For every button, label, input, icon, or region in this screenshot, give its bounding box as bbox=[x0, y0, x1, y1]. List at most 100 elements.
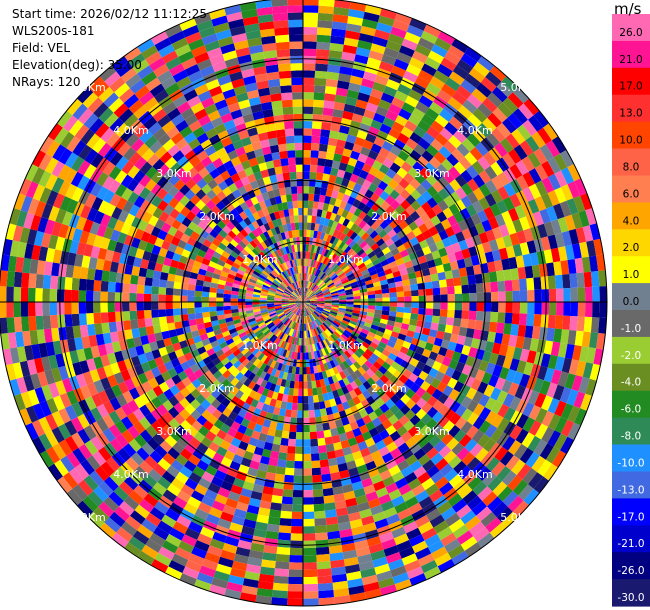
range-gate-cell bbox=[477, 532, 495, 548]
range-gate-cell bbox=[202, 356, 212, 366]
range-gate-cell bbox=[256, 80, 269, 90]
range-gate-cell bbox=[303, 302, 309, 307]
range-gate-cell bbox=[449, 333, 459, 344]
range-gate-cell bbox=[316, 553, 331, 563]
range-gate-cell bbox=[246, 331, 255, 338]
range-gate-cell bbox=[394, 501, 409, 514]
range-gate-cell bbox=[150, 366, 162, 378]
range-gate-cell bbox=[322, 392, 330, 402]
range-gate-cell bbox=[279, 445, 288, 454]
range-gate-cell bbox=[342, 368, 351, 378]
range-gate-cell bbox=[296, 281, 300, 289]
range-gate-cell bbox=[472, 200, 484, 214]
range-gate-cell bbox=[286, 268, 292, 277]
range-gate-cell bbox=[385, 272, 394, 280]
range-gate-cell bbox=[169, 384, 180, 396]
range-gate-cell bbox=[137, 372, 149, 385]
range-gate-cell bbox=[216, 292, 224, 298]
range-gate-cell bbox=[288, 365, 293, 374]
range-gate-cell bbox=[89, 221, 101, 235]
range-gate-cell bbox=[462, 293, 470, 302]
range-gate-cell bbox=[532, 378, 544, 393]
range-gate-cell bbox=[531, 455, 546, 473]
range-gate-cell bbox=[199, 26, 216, 39]
range-gate-cell bbox=[287, 157, 296, 166]
range-gate-cell bbox=[564, 373, 576, 390]
range-gate-cell bbox=[303, 295, 307, 302]
range-gate-cell bbox=[144, 135, 158, 149]
range-gate-cell bbox=[308, 306, 315, 312]
range-gate-cell bbox=[414, 44, 432, 57]
range-gate-cell bbox=[291, 402, 298, 411]
range-gate-cell bbox=[194, 483, 208, 496]
range-gate-cell bbox=[386, 256, 396, 264]
range-gate-cell bbox=[246, 242, 255, 251]
range-gate-cell bbox=[518, 484, 534, 501]
range-gate-cell bbox=[138, 267, 148, 278]
range-gate-cell bbox=[467, 274, 476, 285]
range-gate-cell bbox=[488, 216, 499, 230]
range-gate-cell bbox=[405, 437, 417, 449]
range-gate-cell bbox=[230, 302, 238, 306]
range-gate-cell bbox=[72, 228, 83, 243]
range-gate-cell bbox=[144, 310, 152, 319]
range-gate-cell bbox=[48, 206, 60, 222]
range-gate-cell bbox=[313, 311, 320, 318]
range-gate-cell bbox=[332, 14, 349, 24]
range-gate-cell bbox=[370, 324, 379, 331]
range-gate-cell bbox=[346, 248, 355, 256]
range-gate-cell bbox=[310, 267, 315, 275]
range-gate-cell bbox=[309, 294, 316, 299]
range-gate-cell bbox=[303, 309, 305, 317]
range-gate-cell bbox=[240, 176, 250, 186]
range-gate-cell bbox=[201, 379, 212, 390]
range-gate-cell bbox=[106, 132, 121, 148]
range-gate-cell bbox=[276, 49, 291, 58]
range-gate-cell bbox=[90, 245, 101, 259]
range-gate-cell bbox=[123, 495, 139, 511]
range-gate-cell bbox=[318, 445, 327, 454]
range-gate-cell bbox=[466, 399, 479, 413]
range-gate-cell bbox=[266, 298, 275, 301]
range-gate-cell bbox=[314, 510, 326, 519]
range-gate-cell bbox=[409, 149, 422, 162]
range-gate-cell bbox=[341, 542, 356, 553]
range-gate-cell bbox=[453, 211, 465, 224]
range-gate-cell bbox=[250, 542, 265, 553]
range-gate-cell bbox=[380, 314, 389, 321]
range-gate-cell bbox=[278, 225, 285, 234]
range-gate-cell bbox=[425, 357, 436, 368]
range-gate-cell bbox=[352, 166, 362, 177]
range-gate-cell bbox=[376, 130, 389, 141]
range-gate-cell bbox=[344, 350, 352, 359]
range-gate-cell bbox=[158, 546, 175, 560]
range-gate-cell bbox=[501, 333, 511, 346]
range-gate-cell bbox=[232, 139, 244, 150]
range-gate-cell bbox=[128, 204, 140, 217]
range-gate-cell bbox=[365, 173, 376, 183]
range-gate-cell bbox=[316, 165, 325, 174]
range-gate-cell bbox=[271, 376, 279, 385]
range-gate-cell bbox=[225, 392, 235, 402]
range-gate-cell bbox=[250, 261, 258, 268]
range-gate-cell bbox=[559, 387, 572, 404]
range-gate-cell bbox=[290, 283, 296, 291]
range-gate-cell bbox=[251, 229, 260, 238]
range-gate-cell bbox=[205, 162, 217, 174]
range-gate-cell bbox=[239, 220, 248, 229]
range-gate-cell bbox=[303, 302, 308, 308]
range-gate-cell bbox=[492, 226, 503, 240]
range-gate-cell bbox=[303, 295, 306, 302]
range-gate-cell bbox=[438, 146, 452, 159]
range-gate-cell bbox=[408, 343, 418, 352]
range-gate-cell bbox=[389, 335, 398, 344]
range-gate-cell bbox=[533, 439, 548, 456]
range-gate-cell bbox=[80, 385, 92, 400]
range-gate-cell bbox=[396, 229, 407, 239]
range-gate-cell bbox=[283, 387, 290, 395]
range-gate-cell bbox=[315, 539, 329, 548]
range-gate-cell bbox=[253, 311, 262, 316]
range-gate-cell bbox=[447, 215, 458, 227]
range-gate-cell bbox=[332, 237, 340, 246]
range-gate-cell bbox=[194, 12, 212, 25]
